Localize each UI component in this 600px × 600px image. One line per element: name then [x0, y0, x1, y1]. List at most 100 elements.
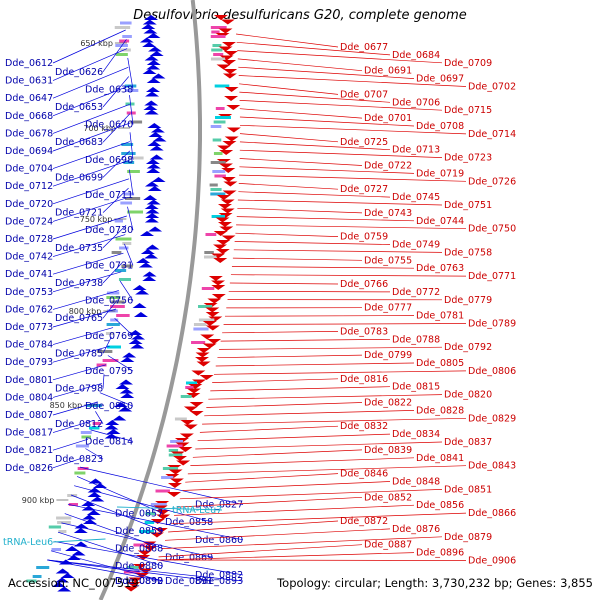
gene-arrow-right	[150, 519, 165, 524]
gene-arrow-right	[183, 424, 198, 430]
gene-arrow-left	[142, 271, 157, 277]
gene-arrow-right	[223, 181, 238, 187]
gene-arrow-left	[144, 100, 159, 106]
gene-arrow-right	[205, 312, 220, 317]
gene-leader-right	[235, 33, 339, 48]
gene-label-right: Dde_0744	[416, 216, 464, 227]
feature-block-right	[139, 530, 154, 533]
gene-arrow-right	[223, 69, 238, 74]
feature-block-right	[191, 341, 206, 344]
gene-label-right: Dde_0887	[364, 540, 412, 551]
gene-leader-right	[237, 50, 443, 64]
gene-label-right: Dde_0792	[444, 342, 492, 353]
gene-arrow-right	[207, 298, 222, 304]
gene-arrow-left	[133, 312, 148, 317]
gene-label-right: Dde_0709	[444, 58, 492, 69]
gene-leader-left	[52, 438, 89, 451]
gene-leader-right	[236, 216, 415, 222]
gene-leader-right	[238, 75, 467, 87]
gene-arrow-left	[105, 420, 120, 425]
gene-arrow-left	[143, 105, 158, 110]
gene-leader-right	[239, 133, 339, 143]
feature-block-right	[210, 35, 226, 38]
gene-leader-right	[187, 465, 467, 475]
gene-label-right: Dde_0719	[416, 168, 464, 179]
gene-arrow-right	[217, 204, 232, 209]
gene-leader-left	[52, 215, 127, 240]
gene-label-right: Dde_0697	[416, 74, 464, 85]
gene-label-right: Dde_0722	[364, 161, 412, 172]
gene-arrow-right	[138, 568, 153, 574]
gene-arrow-left	[140, 231, 155, 236]
feature-block-right	[166, 444, 183, 448]
gene-arrow-left	[138, 262, 153, 268]
gene-label-right: Dde_0806	[468, 366, 516, 377]
gene-leader-left	[54, 541, 244, 576]
gene-leader-right	[233, 249, 443, 253]
gene-leader-right	[195, 441, 443, 450]
feature-block-right	[185, 386, 194, 389]
gene-leader-left	[57, 531, 164, 567]
gene-arrow-left	[147, 186, 162, 191]
gene-label-right: Dde_0677	[340, 42, 388, 53]
gene-leader-right	[206, 402, 363, 408]
gene-leader-left	[70, 494, 164, 532]
gene-leader-left	[99, 392, 134, 407]
gene-label-right: Dde_0743	[364, 208, 412, 219]
feature-block-left	[106, 323, 120, 326]
gene-arrow-right	[218, 46, 233, 52]
gene-arrow-left	[71, 550, 86, 556]
gene-leader-left	[102, 262, 123, 284]
gene-label-right: Dde_0758	[444, 247, 492, 258]
gene-arrow-right	[224, 87, 239, 92]
gene-label-right: Dde_0755	[364, 255, 412, 266]
gene-leader-right	[239, 116, 415, 127]
trna-leader	[117, 506, 223, 511]
gene-label-left: Dde_0742	[5, 252, 53, 263]
gene-arrow-right	[155, 510, 170, 515]
gene-arrow-right	[213, 258, 228, 263]
gene-label-right: Dde_0727	[340, 184, 388, 195]
gene-label-left: Dde_0730	[85, 225, 133, 236]
gene-leader-right	[236, 224, 467, 230]
feature-block-right	[201, 287, 215, 290]
gene-label-left: Dde_0859	[115, 526, 163, 537]
gene-arrow-left	[149, 51, 164, 56]
gene-arrow-left	[82, 514, 97, 520]
gene-label-left: Dde_0857	[115, 508, 163, 519]
gene-arrow-left	[113, 402, 128, 407]
gene-arrow-right	[208, 276, 223, 281]
gene-arrow-right	[208, 316, 223, 322]
gene-label-left: Dde_0807	[5, 410, 53, 421]
gene-label-right: Dde_0777	[364, 303, 412, 314]
feature-block-left	[127, 210, 144, 214]
gene-arrow-left	[139, 37, 154, 43]
gene-arrow-left	[112, 415, 127, 421]
feature-block-left	[48, 525, 62, 529]
gene-label-left: Dde_0812	[55, 419, 103, 430]
gene-arrow-left	[120, 357, 135, 362]
gene-arrow-left	[132, 303, 147, 308]
gene-leader-left	[52, 364, 107, 381]
gene-label-left: Dde_0826	[5, 463, 53, 474]
gene-leader-right	[238, 183, 339, 190]
feature-block-left	[106, 291, 120, 295]
gene-arrow-left	[142, 276, 157, 281]
feature-block-right	[213, 53, 224, 56]
feature-block-right	[210, 192, 226, 196]
gene-arrow-right	[202, 321, 217, 326]
feature-block-left	[124, 84, 137, 88]
gene-arrow-left	[146, 163, 161, 169]
gene-label-left: Dde_0704	[5, 164, 53, 175]
gene-arrow-right	[220, 199, 235, 205]
gene-leader-right	[213, 370, 467, 375]
feature-block-right	[193, 327, 209, 331]
feature-block-left	[77, 467, 89, 470]
gene-arrow-left	[150, 127, 165, 133]
gene-arrow-left	[90, 496, 105, 502]
gene-leader-right	[232, 257, 363, 261]
gene-label-right: Dde_0725	[340, 137, 388, 148]
feature-block-left	[115, 237, 132, 241]
gene-arrow-right	[132, 564, 147, 569]
gene-arrow-right	[169, 478, 184, 484]
